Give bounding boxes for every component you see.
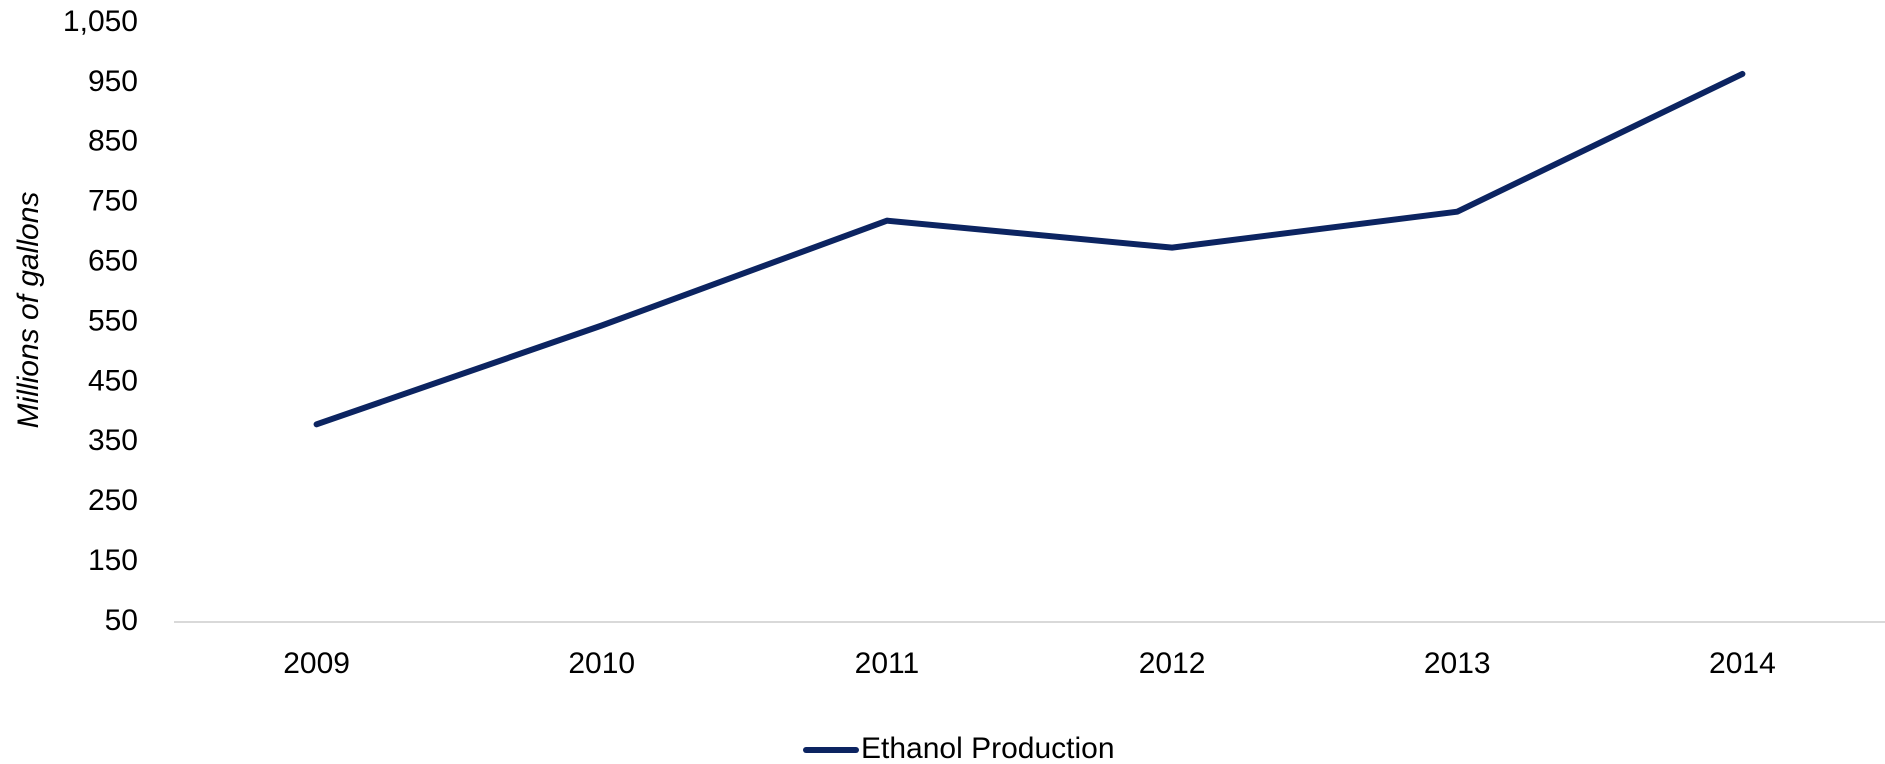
y-axis-label: Millions of gallons [12,192,45,429]
x-tick-label: 2010 [568,647,635,680]
y-tick-label: 950 [88,65,138,98]
data-line [313,70,1746,428]
x-tick-label: 2011 [855,647,920,680]
y-tick-label: 250 [88,484,138,517]
y-tick-label: 1,050 [63,5,138,38]
y-tick-label: 850 [88,125,138,158]
x-tick-label: 2009 [283,647,350,680]
x-tick-label: 2012 [1139,647,1206,680]
legend-label: Ethanol Production [861,732,1115,764]
y-tick-label: 50 [105,604,138,637]
y-tick-label: 550 [88,304,138,337]
y-tick-label: 650 [88,245,138,278]
y-tick-label: 450 [88,364,138,397]
y-tick-label: 350 [88,424,138,457]
x-tick-label: 2013 [1424,647,1491,680]
y-tick-label: 150 [88,544,138,577]
x-tick-label: 2014 [1709,647,1776,680]
y-tick-label: 750 [88,185,138,218]
